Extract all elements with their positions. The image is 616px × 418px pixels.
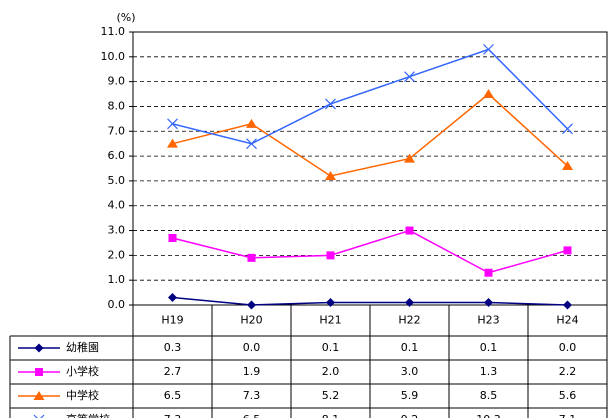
marker [246, 138, 257, 150]
marker [326, 251, 335, 260]
table-cell: 2.0 [322, 365, 340, 378]
marker [405, 226, 414, 235]
table-cell: 5.9 [401, 389, 419, 402]
y-tick-label: 8.0 [108, 99, 126, 112]
table-cell: 6.5 [243, 413, 261, 418]
table-cell: 5.6 [559, 389, 577, 402]
marker [167, 118, 178, 130]
plot-border [132, 31, 608, 306]
marker [563, 246, 572, 255]
x-tick-label: H21 [319, 314, 341, 327]
legend-label: 中学校 [66, 388, 99, 402]
marker [247, 300, 256, 310]
table-cell: 0.0 [243, 341, 261, 354]
x-tick-label: H23 [477, 314, 499, 327]
x-tick-label: H22 [398, 314, 420, 327]
y-tick-label: 2.0 [108, 248, 126, 261]
y-tick-label: 7.0 [108, 124, 126, 137]
y-tick-label: 5.0 [108, 174, 126, 187]
table-cell: 0.0 [559, 341, 577, 354]
marker [563, 300, 572, 310]
marker [326, 298, 335, 308]
marker [168, 293, 177, 303]
marker [562, 123, 573, 135]
y-tick-label: 1.0 [108, 273, 126, 286]
marker [483, 89, 494, 99]
marker [247, 253, 256, 262]
y-tick-label: 6.0 [108, 149, 126, 162]
marker [404, 71, 415, 83]
table-cell: 0.3 [164, 341, 182, 354]
legend-label: 幼稚園 [66, 341, 99, 354]
marker [325, 170, 336, 180]
marker [404, 153, 415, 163]
marker [484, 298, 493, 308]
table-cell: 7.3 [243, 389, 261, 402]
table-cell: 3.0 [401, 365, 419, 378]
table-cell: 0.1 [480, 341, 498, 354]
marker [35, 368, 43, 376]
table-cell: 7.3 [164, 413, 182, 418]
series-line [172, 48, 569, 145]
table-cell: 0.1 [322, 341, 340, 354]
series-line [172, 296, 568, 306]
y-tick-label: 9.0 [108, 75, 126, 88]
marker [167, 138, 178, 148]
marker [483, 43, 494, 55]
marker [562, 161, 573, 171]
marker [34, 343, 44, 353]
x-tick-label: H24 [556, 314, 578, 327]
table-cell: 1.3 [480, 365, 498, 378]
series-line [172, 229, 568, 274]
table-cell: 2.7 [164, 365, 182, 378]
x-tick-label: H19 [161, 314, 183, 327]
marker [168, 233, 177, 242]
table-cell: 7.1 [559, 413, 577, 418]
table-cell: 9.2 [401, 413, 419, 418]
marker [33, 414, 45, 418]
table-cell: 5.2 [322, 389, 340, 402]
series-line [172, 93, 569, 177]
y-tick-label: 10.0 [101, 50, 126, 63]
y-tick-label: 11.0 [101, 25, 126, 38]
marker [33, 391, 45, 400]
y-tick-label: 0.0 [108, 298, 126, 311]
table-cell: 6.5 [164, 389, 182, 402]
table-cell: 2.2 [559, 365, 577, 378]
table-cell: 1.9 [243, 365, 261, 378]
marker [246, 118, 257, 128]
y-tick-label: 3.0 [108, 224, 126, 237]
y-unit: (%) [116, 11, 135, 24]
table-cell: 8.5 [480, 389, 498, 402]
y-tick-label: 4.0 [108, 199, 126, 212]
legend-label: 高等学校 [66, 412, 110, 418]
marker [325, 98, 336, 110]
table-cell: 8.1 [322, 413, 340, 418]
table-cell: 0.1 [401, 341, 419, 354]
legend-label: 小学校 [66, 364, 99, 378]
x-tick-label: H20 [240, 314, 262, 327]
marker [405, 298, 414, 308]
table-cell: 10.3 [476, 413, 501, 418]
marker [484, 268, 493, 277]
